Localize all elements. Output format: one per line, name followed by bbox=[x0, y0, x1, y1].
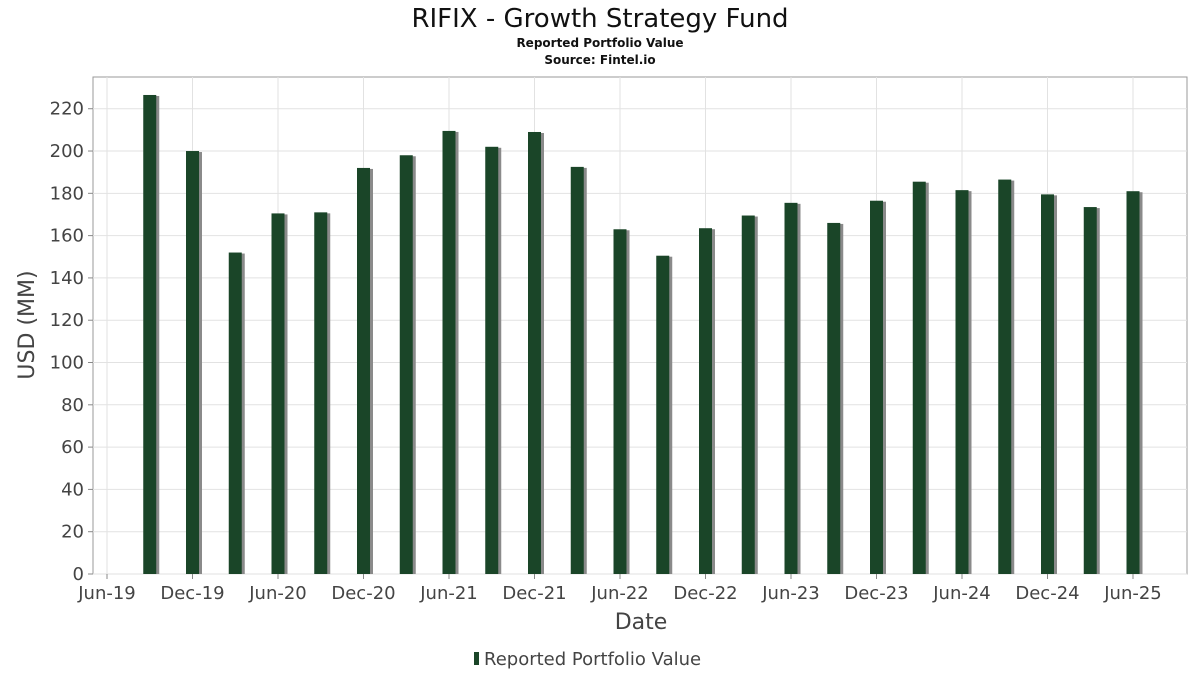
y-tick-label: 160 bbox=[50, 226, 84, 247]
y-tick-label: 200 bbox=[50, 141, 84, 162]
x-tick-label: Jun-21 bbox=[419, 583, 478, 604]
chart-source: Source: Fintel.io bbox=[544, 53, 655, 67]
y-tick-label: 100 bbox=[50, 353, 84, 374]
chart-subtitle: Reported Portfolio Value bbox=[516, 36, 683, 50]
bar bbox=[784, 202, 798, 574]
x-tick-label: Jun-23 bbox=[761, 583, 820, 604]
y-tick-label: 40 bbox=[61, 479, 84, 500]
x-tick-label: Dec-23 bbox=[844, 583, 908, 604]
plot-area bbox=[92, 76, 1188, 575]
y-tick-label: 140 bbox=[50, 268, 84, 289]
bar bbox=[399, 155, 413, 574]
bar bbox=[1083, 207, 1097, 574]
y-tick-label: 60 bbox=[61, 437, 84, 458]
bar bbox=[955, 190, 969, 575]
bar bbox=[314, 212, 328, 574]
x-tick-label: Jun-24 bbox=[932, 583, 991, 604]
bar bbox=[741, 215, 755, 575]
x-tick-label: Dec-24 bbox=[1015, 583, 1079, 604]
x-tick-label: Jun-25 bbox=[1103, 583, 1162, 604]
legend-swatch bbox=[474, 652, 479, 665]
bar bbox=[656, 255, 670, 575]
bar bbox=[228, 252, 242, 574]
bar bbox=[998, 179, 1012, 575]
bar bbox=[1126, 191, 1140, 574]
y-tick-label: 20 bbox=[61, 522, 84, 543]
x-axis: Jun-19 Dec-19 Jun-20 Dec-20 Jun-21 Dec-21 Jun-… bbox=[77, 574, 1162, 604]
x-tick-label: Dec-21 bbox=[502, 583, 566, 604]
x-tick-label: Dec-20 bbox=[331, 583, 395, 604]
bar bbox=[699, 228, 712, 574]
legend: Reported Portfolio Value bbox=[474, 649, 701, 670]
x-tick-label: Jun-22 bbox=[590, 583, 649, 604]
bar bbox=[827, 222, 841, 574]
bars bbox=[143, 94, 1143, 575]
bar bbox=[1041, 194, 1054, 575]
y-tick-label: 180 bbox=[50, 183, 84, 204]
x-tick-label: Jun-19 bbox=[77, 583, 136, 604]
chart-title: RIFIX - Growth Strategy Fund bbox=[411, 4, 788, 34]
bar bbox=[613, 229, 627, 574]
x-tick-label: Jun-20 bbox=[248, 583, 307, 604]
bar bbox=[528, 131, 541, 574]
bar bbox=[186, 151, 199, 574]
bar bbox=[870, 200, 883, 574]
y-tick-label: 0 bbox=[73, 564, 84, 585]
y-axis-label: USD (MM) bbox=[15, 270, 40, 379]
bar bbox=[912, 181, 926, 574]
x-tick-label: Dec-22 bbox=[673, 583, 737, 604]
bar bbox=[570, 166, 584, 574]
legend-label: Reported Portfolio Value bbox=[484, 649, 701, 670]
bar bbox=[442, 130, 456, 574]
bar bbox=[271, 213, 285, 574]
bar bbox=[485, 146, 499, 574]
y-tick-label: 80 bbox=[61, 395, 84, 416]
x-axis-label: Date bbox=[615, 610, 668, 635]
x-tick-label: Dec-19 bbox=[160, 583, 224, 604]
bar bbox=[143, 94, 157, 574]
y-axis: 0 20 40 60 80 100 120 140 160 180 200 220 bbox=[50, 99, 93, 585]
bar bbox=[357, 167, 370, 574]
y-tick-label: 120 bbox=[50, 310, 84, 331]
y-tick-label: 220 bbox=[50, 99, 84, 120]
